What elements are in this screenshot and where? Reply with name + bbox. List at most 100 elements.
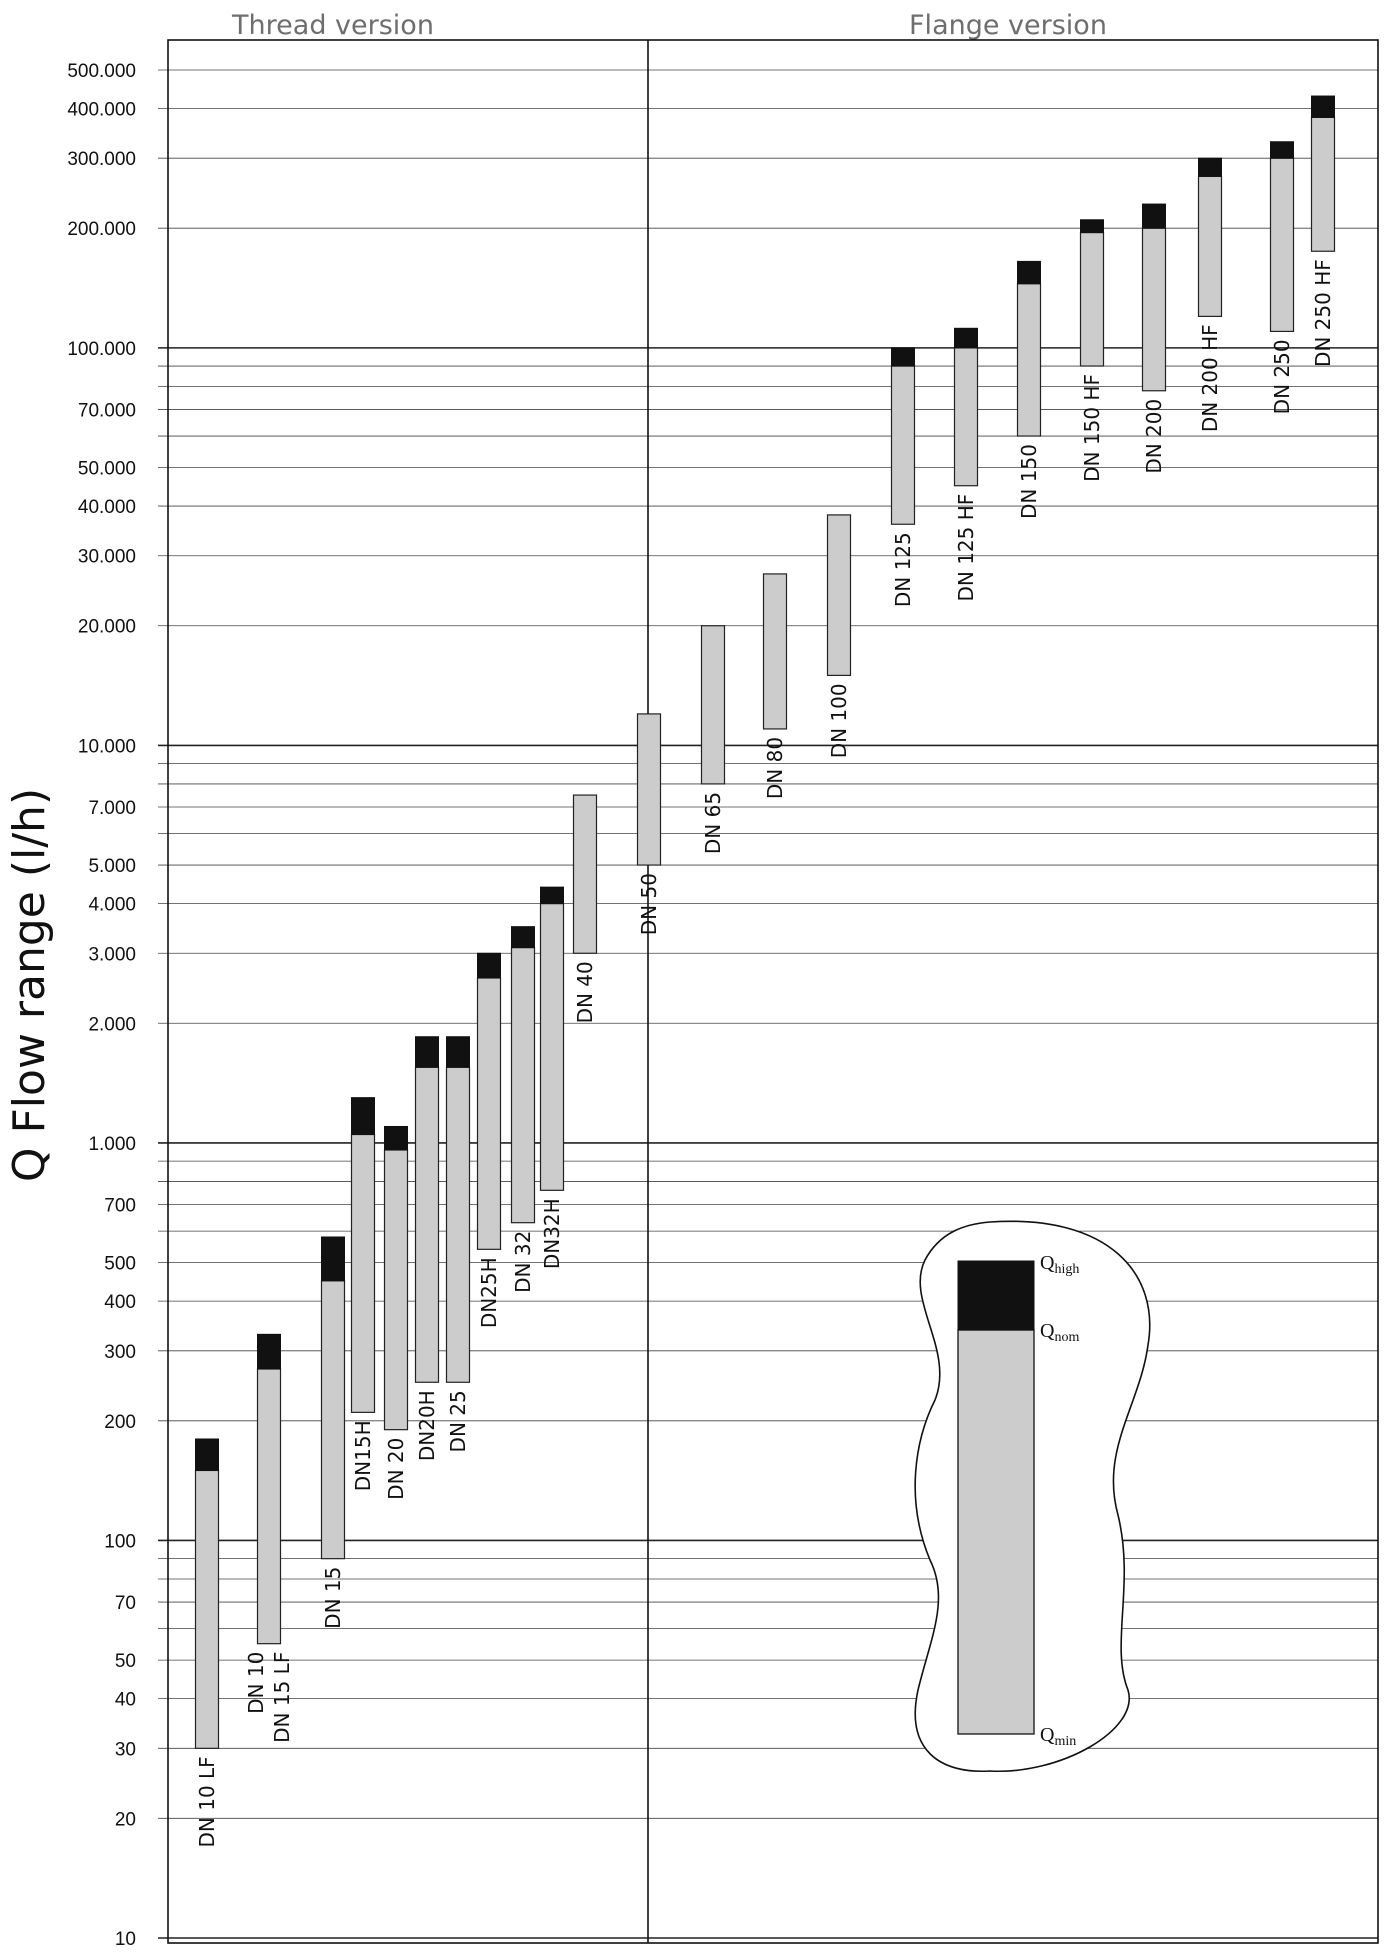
bar-dn-25: DN 25 <box>445 1036 471 1452</box>
bar-dn20h: DN20H <box>414 1036 440 1461</box>
y-tick-label: 4.000 <box>88 895 136 916</box>
range-min-nom <box>539 902 565 1191</box>
bar-label: DN 25 <box>446 1390 470 1452</box>
range-min-nom <box>350 1133 376 1413</box>
bar-label: DN 40 <box>573 961 597 1023</box>
bar-label: DN 32 <box>511 1231 535 1293</box>
bar-label: DN 150 HF <box>1080 374 1104 482</box>
legend-range-nom-high <box>957 1260 1035 1331</box>
y-tick-label: 20.000 <box>78 617 136 638</box>
range-min-nom <box>256 1368 282 1645</box>
y-tick-label: 30.000 <box>78 547 136 568</box>
section-title-0: Thread version <box>231 10 434 41</box>
range-nom-high <box>195 1438 219 1471</box>
y-tick-label: 2.000 <box>88 1014 136 1035</box>
bar-dn-40: DN 40 <box>572 794 598 1023</box>
range-min-nom <box>414 1066 440 1383</box>
range-nom-high <box>891 347 915 367</box>
y-tick-label: 700 <box>104 1196 136 1217</box>
range-min-nom <box>445 1066 471 1383</box>
bar-dn15h: DN15H <box>350 1097 376 1491</box>
range-nom-high <box>321 1236 345 1282</box>
bar-dn-200-hf: DN 200 HF <box>1197 157 1223 432</box>
bar-label: DN 100 <box>827 683 851 758</box>
y-axis-label: Q Flow range (l/h) <box>4 788 55 1182</box>
bar-dn-200: DN 200 <box>1141 203 1167 474</box>
range-min-nom <box>383 1149 409 1431</box>
range-nom-high <box>351 1097 375 1136</box>
bar-label: DN15H <box>351 1420 375 1491</box>
bar-label: DN 250 <box>1270 339 1294 414</box>
y-tick-label: 100.000 <box>67 339 136 360</box>
section-titles: Thread version Flange version <box>231 10 1107 41</box>
y-tick-label: 300 <box>104 1342 136 1363</box>
y-tick-label: 400 <box>104 1292 136 1313</box>
range-min-nom <box>1310 116 1336 252</box>
plot-border <box>167 39 1379 1944</box>
range-min-nom <box>953 347 979 487</box>
bar-dn25h: DN25H <box>476 952 502 1328</box>
bar-dn-100: DN 100 <box>826 514 852 758</box>
plot-frame <box>167 39 1379 1944</box>
bar-label: DN 65 <box>701 792 725 854</box>
y-tick-label: 70.000 <box>78 400 136 421</box>
range-min-nom <box>320 1280 346 1560</box>
y-tick-label: 7.000 <box>88 798 136 819</box>
range-min-nom <box>826 514 852 676</box>
y-tick-label: 400.000 <box>67 100 136 121</box>
y-tick-label: 40 <box>115 1690 136 1711</box>
y-tick-label: 3.000 <box>88 944 136 965</box>
y-tick-label: 30 <box>115 1739 136 1760</box>
flow-range-bars: DN 10 LF DN 10 DN 15 LF DN 15 DN15H DN 20 DN20… <box>194 95 1336 1848</box>
y-tick-label: 200.000 <box>67 219 136 240</box>
legend-label-qmin: Qmin <box>1040 1724 1076 1749</box>
y-tick-label: 5.000 <box>88 856 136 877</box>
legend-label-qhigh: Qhigh <box>1040 1252 1079 1277</box>
y-tick-label: 500 <box>104 1254 136 1275</box>
y-tick-label: 70 <box>115 1593 136 1614</box>
range-min-nom <box>1079 231 1105 367</box>
range-nom-high <box>540 886 564 905</box>
range-min-nom <box>476 977 502 1250</box>
range-min-nom <box>572 794 598 954</box>
y-tick-label: 50.000 <box>78 459 136 480</box>
range-min-nom <box>1269 157 1295 333</box>
range-nom-high <box>257 1333 281 1370</box>
y-tick-label: 300.000 <box>67 149 136 170</box>
bar-dn-250: DN 250 <box>1269 141 1295 414</box>
range-min-nom <box>890 365 916 525</box>
range-min-nom <box>194 1469 220 1749</box>
bar-dn-15: DN 15 <box>320 1236 346 1629</box>
bar-dn-10-lf: DN 10 LF <box>194 1438 220 1848</box>
bar-label: DN 125 <box>891 532 915 607</box>
y-tick-label: 1.000 <box>88 1134 136 1155</box>
y-tick-label: 10.000 <box>78 736 136 757</box>
bar-label: DN 15 LF <box>270 1652 294 1743</box>
y-tick-label: 500.000 <box>67 61 136 82</box>
bar-label: DN32H <box>540 1198 564 1269</box>
range-min-nom <box>1197 175 1223 317</box>
bar-dn-65: DN 65 <box>700 625 726 854</box>
bar-dn-250-hf: DN 250 HF <box>1310 95 1336 367</box>
y-tick-label: 50 <box>115 1651 136 1672</box>
range-min-nom <box>762 573 788 730</box>
gridlines <box>158 69 1378 1939</box>
range-nom-high <box>415 1036 439 1068</box>
range-min-nom <box>636 713 662 866</box>
range-nom-high <box>1142 203 1166 229</box>
bar-label: DN 200 <box>1142 399 1166 474</box>
y-tick-label: 200 <box>104 1412 136 1433</box>
range-nom-high <box>954 327 978 349</box>
bar-label: DN25H <box>477 1257 501 1328</box>
bar-dn-150: DN 150 <box>1016 260 1042 519</box>
bar-dn-20: DN 20 <box>383 1125 409 1500</box>
y-tick-label: 20 <box>115 1809 136 1830</box>
range-min-nom <box>1016 283 1042 437</box>
range-nom-high <box>446 1036 470 1068</box>
range-min-nom <box>1141 227 1167 392</box>
range-nom-high <box>1311 95 1335 118</box>
bar-dn-125-hf: DN 125 HF <box>953 327 979 602</box>
bar-dn-10-dn-15-lf: DN 10 DN 15 LF <box>244 1333 294 1743</box>
y-tick-label: 100 <box>104 1531 136 1552</box>
